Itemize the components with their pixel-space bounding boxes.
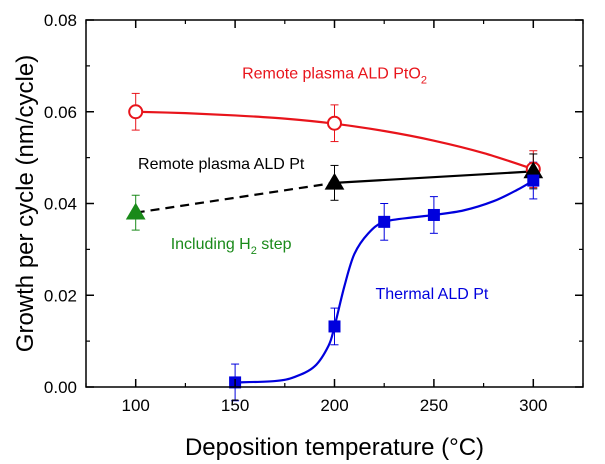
y-tick-label: 0.04: [44, 195, 77, 214]
remote-plasma-pto2-point: [327, 115, 342, 131]
data-markers: [125, 104, 544, 389]
thermal-pt-point: [328, 320, 341, 333]
thermal-pt-line: [235, 179, 534, 384]
annotations: Remote plasma ALD PtO2 Remote plasma ALD …: [138, 66, 489, 303]
y-tick-label: 0.00: [44, 378, 77, 397]
thermal-pt-point: [527, 174, 540, 187]
x-tick-label: 300: [519, 396, 547, 415]
dashed-connector-line: [135, 181, 335, 214]
thermal-pt-point: [378, 215, 391, 228]
including-h2-point: [125, 202, 146, 220]
axis-ticks: [85, 19, 584, 388]
x-tick-label: 200: [320, 396, 348, 415]
thermal-pt-label: Thermal ALD Pt: [375, 286, 488, 303]
remote-plasma-pt-point: [324, 172, 345, 190]
y-axis-title: Growth per cycle (nm/cycle): [12, 55, 39, 352]
remote-plasma-pt-line: [334, 170, 534, 184]
remote-plasma-pto2-label: Remote plasma ALD PtO2: [242, 66, 427, 87]
y-tick-label: 0.02: [44, 286, 77, 305]
x-tick-label: 150: [221, 396, 249, 415]
tick-labels: 100 150 200 250 300 0.00 0.02 0.04 0.06 0.08: [44, 11, 548, 415]
remote-plasma-pt-label: Remote plasma ALD Pt: [138, 156, 305, 173]
x-tick-label: 100: [122, 396, 150, 415]
thermal-pt-point: [427, 208, 440, 221]
y-tick-label: 0.08: [44, 11, 77, 30]
x-axis-title: Deposition temperature (°C): [185, 434, 484, 461]
including-h2-label: Including H2 step: [171, 236, 292, 257]
y-tick-label: 0.06: [44, 103, 77, 122]
remote-plasma-pto2-point: [128, 104, 144, 120]
x-tick-label: 250: [420, 396, 448, 415]
